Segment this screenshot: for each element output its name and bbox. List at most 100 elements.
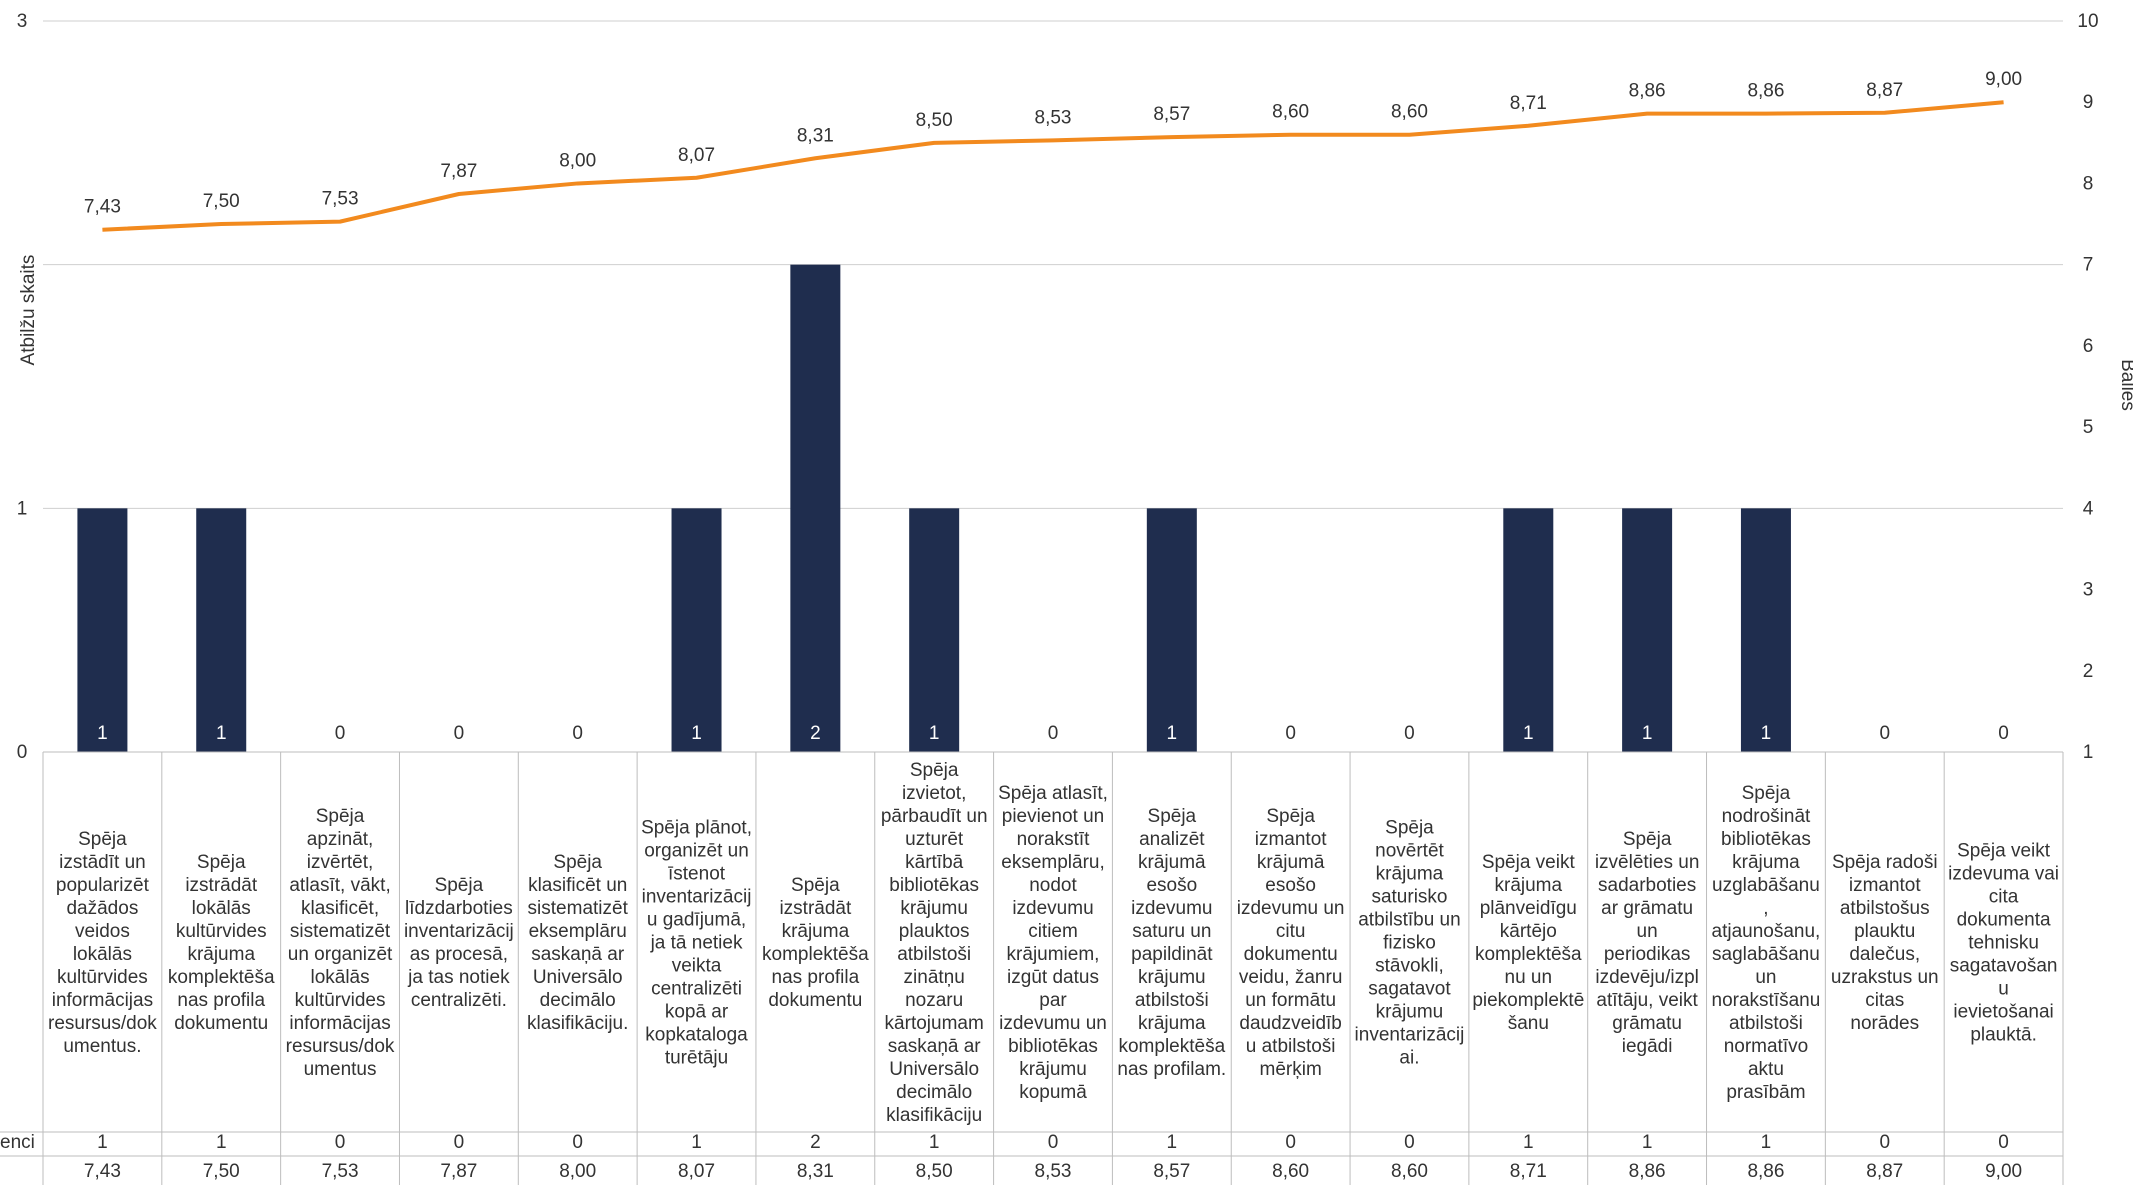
category-label: Spēja izstādīt un popularizēt dažādos veidos…	[48, 829, 157, 1057]
bar-data-label: 1	[691, 723, 702, 744]
category-label: Spēja izmantot krājumā esošo izdevumu un citu…	[1237, 806, 1345, 1080]
table-line-value: 8,57	[1153, 1161, 1190, 1182]
table-line-value: 8,50	[916, 1161, 953, 1182]
line-data-label: 8,50	[916, 110, 953, 131]
y2-tick-label: 3	[2083, 580, 2094, 601]
y2-tick-label: 4	[2083, 498, 2094, 519]
table-bar-value: 0	[572, 1132, 583, 1153]
line-series: 7,43 7,50 7,53 7,87 8,00 8,07 8,31 8,50 8,53 8,57…	[84, 69, 2022, 232]
table-bar-value: 0	[1404, 1132, 1415, 1153]
line-data-label: 8,60	[1272, 102, 1309, 123]
bar-data-label: 0	[1998, 723, 2009, 744]
line-data-label: 7,43	[84, 197, 121, 218]
category-label: Spēja apzināt, izvērtēt, atlasīt, vākt, klas…	[286, 806, 395, 1080]
line-data-label: 8,86	[1747, 81, 1784, 102]
bar	[1503, 508, 1554, 752]
category-label: Spēja klasificēt un sistematizēt eksemplāru…	[527, 852, 629, 1034]
table-bar-value: 1	[1642, 1132, 1653, 1153]
table-line-value: 8,60	[1272, 1161, 1309, 1182]
bar-series: 1 1 0 0 0 1 2 1 0 1 0 0 1 1 1 0 0	[77, 264, 2009, 752]
bar-data-label: 0	[454, 723, 465, 744]
table-bar-value: 1	[929, 1132, 940, 1153]
y2-tick-label: 10	[2077, 11, 2098, 32]
table-line-value: 7,50	[203, 1161, 240, 1182]
bar-data-label: 1	[216, 723, 227, 744]
category-label: Spēja izstrādāt krājuma komplektēša nas prof…	[762, 875, 869, 1011]
table-bar-value: 1	[1523, 1132, 1534, 1153]
category-label: Spēja analizēt krājumā esošo izdevumu saturu …	[1117, 806, 1226, 1080]
table-row-label: enci	[0, 1132, 35, 1153]
table-bar-value: 0	[1048, 1132, 1059, 1153]
line-data-label: 8,87	[1866, 80, 1903, 101]
bar-data-label: 0	[335, 723, 346, 744]
y-axis-title: Atbilžu skaits	[18, 255, 39, 366]
bar-data-label: 1	[1523, 723, 1534, 744]
bar-data-label: 0	[1404, 723, 1415, 744]
line-data-label: 8,60	[1391, 102, 1428, 123]
table-bar-value: 1	[1761, 1132, 1772, 1153]
category-label: Spēja novērtēt krājuma saturisko atbilstību …	[1355, 817, 1465, 1068]
table-bar-value: 1	[691, 1132, 702, 1153]
table-line-value: 8,86	[1747, 1161, 1784, 1182]
line-data-label: 8,31	[797, 125, 834, 146]
category-label: Spēja nodrošināt bibliotēkas krājuma uzglabā…	[1712, 783, 1821, 1103]
table-bar-value: 0	[335, 1132, 346, 1153]
line-data-label: 8,71	[1510, 93, 1547, 114]
table-bar-value: 1	[97, 1132, 108, 1153]
y2-tick-label: 6	[2083, 336, 2094, 357]
bar-data-label: 1	[1642, 723, 1653, 744]
category-label: Spēja veikt krājuma plānveidīgu kārtējo komp…	[1472, 852, 1584, 1034]
bar-data-label: 1	[1761, 723, 1772, 744]
bar	[790, 264, 841, 752]
category-label: Spēja veikt izdevuma vai cita dokumenta tehn…	[1948, 840, 2059, 1045]
bar	[671, 508, 722, 752]
y2-axis-title: Balles	[2117, 359, 2133, 411]
category-label: Spēja līdzdarboties inventarizācij as proce…	[404, 875, 514, 1011]
line-data-label: 8,57	[1153, 104, 1190, 125]
bar	[1146, 508, 1197, 752]
table-line-value: 7,43	[84, 1161, 121, 1182]
data-table: Spēja izstādīt un popularizēt dažādos veidos…	[0, 751, 2064, 1185]
y2-tick-label: 1	[2083, 742, 2094, 763]
category-label: Spēja radoši izmantot atbilstošus plauktu da…	[1831, 852, 1939, 1034]
bar-data-label: 1	[1167, 723, 1178, 744]
line-data-label: 7,87	[440, 161, 477, 182]
y-tick-label: 3	[17, 11, 28, 32]
bar-data-label: 1	[929, 723, 940, 744]
table-line-value: 8,07	[678, 1161, 715, 1182]
line-data-label: 7,50	[203, 191, 240, 212]
table-bar-value: 1	[216, 1132, 227, 1153]
y2-tick-label: 8	[2083, 173, 2094, 194]
category-label: Spēja izstrādāt lokālās kultūrvides krājuma k…	[168, 852, 275, 1034]
category-label: Spēja plānot, organizēt un īstenot inventar…	[641, 817, 752, 1068]
bar-data-label: 0	[1048, 723, 1059, 744]
category-label: Spēja izvietot, pārbaudīt un uzturēt kārtībā…	[881, 760, 988, 1126]
bar	[196, 508, 247, 752]
table-line-value: 7,53	[322, 1161, 359, 1182]
y2-tick-label: 5	[2083, 417, 2094, 438]
table-bar-value: 0	[1998, 1132, 2009, 1153]
category-label: Spēja izvēlēties un sadarboties ar grāmatu u…	[1595, 829, 1700, 1057]
table-line-value: 9,00	[1985, 1161, 2022, 1182]
line-data-label: 7,53	[322, 189, 359, 210]
bar-data-label: 2	[810, 723, 821, 744]
table-bar-value: 0	[1879, 1132, 1890, 1153]
table-line-value: 8,71	[1510, 1161, 1547, 1182]
table-bar-value: 2	[810, 1132, 821, 1153]
bar	[1622, 508, 1673, 752]
bar-data-label: 1	[97, 723, 108, 744]
table-bar-value: 1	[1167, 1132, 1178, 1153]
y2-tick-label: 7	[2083, 255, 2094, 276]
line-data-label: 8,07	[678, 145, 715, 166]
table-line-value: 8,53	[1035, 1161, 1072, 1182]
line-data-label: 9,00	[1985, 69, 2022, 90]
y2-tick-label: 9	[2083, 92, 2094, 113]
table-line-value: 8,60	[1391, 1161, 1428, 1182]
line-data-label: 8,86	[1629, 81, 1666, 102]
table-line-value: 8,86	[1629, 1161, 1666, 1182]
line-data-label: 8,00	[559, 150, 596, 171]
bar	[77, 508, 128, 752]
line-data-label: 8,53	[1035, 107, 1072, 128]
